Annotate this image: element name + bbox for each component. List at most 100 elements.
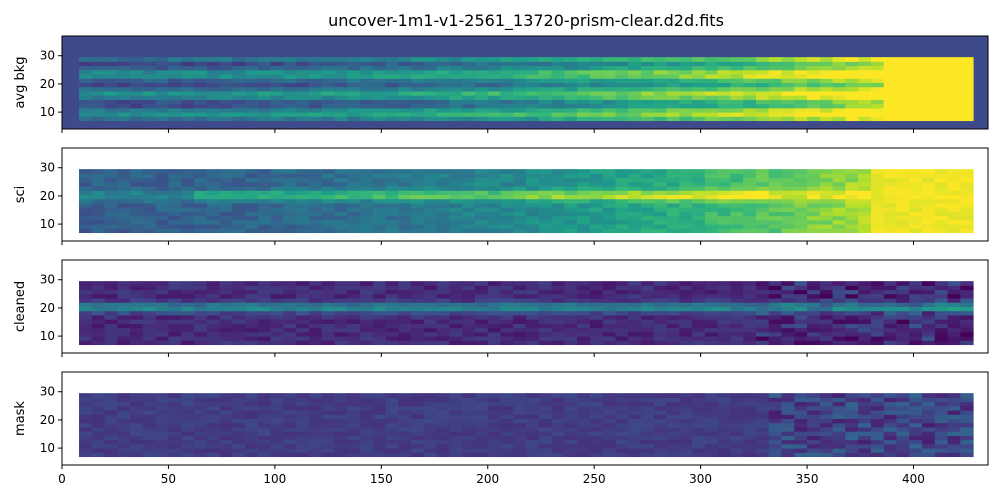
heatmap-cell: [372, 448, 387, 453]
heatmap-cell: [398, 215, 412, 221]
heatmap-cell: [577, 298, 591, 303]
heatmap-cell: [500, 414, 514, 419]
heatmap-cell: [819, 78, 834, 83]
heatmap-cell: [193, 224, 208, 229]
heatmap-cell: [474, 306, 489, 312]
heatmap-cell: [423, 422, 438, 428]
heatmap-cell: [807, 86, 821, 92]
heatmap-cell: [462, 177, 476, 183]
heatmap-cell: [79, 78, 93, 83]
heatmap-cell: [947, 327, 961, 333]
heatmap-cell: [130, 422, 144, 428]
heatmap-cell: [308, 310, 323, 316]
heatmap-cell: [755, 327, 770, 333]
heatmap-cell: [423, 65, 438, 71]
heatmap-cell: [474, 281, 489, 286]
heatmap-cell: [755, 435, 770, 441]
heatmap-cell: [819, 173, 834, 179]
heatmap-cell: [755, 202, 770, 208]
heatmap-cell: [219, 103, 233, 109]
heatmap-cell: [360, 202, 374, 208]
heatmap-cell: [922, 414, 936, 419]
heatmap-cell: [334, 289, 348, 295]
heatmap-cell: [168, 103, 182, 109]
heatmap-cell: [232, 418, 246, 424]
heatmap-cell: [436, 224, 450, 229]
heatmap-cell: [922, 431, 936, 436]
heatmap-cell: [193, 431, 208, 436]
heatmap-cell: [870, 293, 885, 299]
heatmap-cell: [934, 410, 949, 415]
heatmap-cell: [589, 112, 604, 117]
heatmap-cell: [589, 435, 604, 441]
heatmap-cell: [206, 181, 221, 187]
heatmap-cell: [168, 327, 182, 333]
heatmap-cell: [296, 302, 310, 307]
heatmap-cell: [589, 186, 604, 191]
heatmap-cell: [526, 57, 540, 62]
heatmap-cell: [883, 431, 897, 436]
heatmap-cell: [628, 319, 642, 324]
heatmap-cell: [947, 336, 961, 341]
heatmap-cell: [104, 116, 118, 122]
heatmap-cell: [858, 177, 872, 183]
heatmap-cell: [347, 219, 361, 225]
heatmap-cell: [538, 336, 553, 341]
heatmap-cell: [142, 298, 157, 303]
heatmap-cell: [551, 336, 565, 341]
heatmap-cell: [155, 219, 169, 225]
heatmap-cell: [411, 82, 425, 88]
heatmap-cell: [526, 228, 540, 234]
heatmap-cell: [717, 310, 731, 316]
heatmap-cell: [653, 224, 668, 229]
heatmap-cell: [909, 82, 923, 88]
heatmap-cell: [794, 86, 808, 92]
heatmap-cell: [168, 410, 182, 415]
heatmap-cell: [270, 61, 284, 67]
heatmap-cell: [423, 336, 438, 341]
heatmap-cell: [743, 289, 757, 295]
heatmap-cell: [372, 310, 387, 316]
heatmap-cell: [577, 103, 591, 109]
heatmap-cell: [641, 90, 655, 96]
heatmap-cell: [909, 397, 923, 403]
heatmap-cell: [870, 418, 885, 424]
heatmap-cell: [615, 90, 629, 96]
heatmap-cell: [794, 435, 808, 441]
heatmap-cell: [564, 397, 578, 403]
heatmap-cell: [717, 289, 731, 295]
heatmap-cell: [755, 293, 770, 299]
heatmap-cell: [436, 169, 450, 174]
heatmap-cell: [589, 207, 604, 212]
heatmap-cell: [372, 177, 387, 183]
heatmap-cell: [219, 310, 233, 316]
heatmap-cell: [781, 298, 795, 303]
heatmap-cell: [883, 410, 897, 415]
heatmap-cell: [628, 414, 642, 419]
heatmap-cell: [717, 90, 731, 96]
heatmap-cell: [257, 107, 272, 113]
heatmap-cell: [934, 116, 949, 122]
heatmap-cell: [577, 310, 591, 316]
heatmap-cell: [360, 426, 374, 432]
heatmap-cell: [960, 215, 974, 221]
heatmap-cell: [628, 443, 642, 449]
heatmap-cell: [398, 443, 412, 449]
heatmap-cell: [257, 207, 272, 212]
heatmap-cell: [692, 319, 706, 324]
heatmap-cell: [257, 228, 272, 234]
heatmap-cell: [155, 228, 169, 234]
heatmap-cell: [257, 112, 272, 117]
heatmap-cell: [142, 194, 157, 200]
heatmap-cell: [142, 314, 157, 320]
heatmap-cell: [692, 116, 706, 122]
heatmap-cell: [513, 281, 527, 286]
heatmap-cell: [130, 293, 144, 299]
heatmap-cell: [130, 323, 144, 329]
heatmap-cell: [347, 112, 361, 117]
heatmap-cell: [181, 194, 195, 200]
heatmap-cell: [615, 336, 629, 341]
heatmap-cell: [526, 414, 540, 419]
heatmap-cell: [807, 410, 821, 415]
heatmap-cell: [411, 401, 425, 407]
